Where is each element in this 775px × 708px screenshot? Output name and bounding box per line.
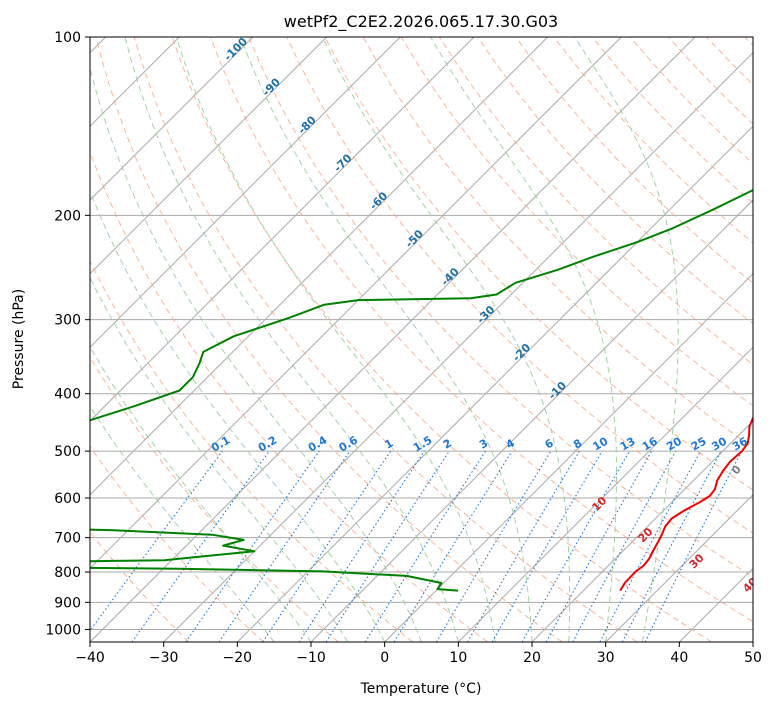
y-axis-title: Pressure (hPa) <box>11 289 27 389</box>
dry-adiabat-line <box>95 37 563 642</box>
x-tick-label: 10 <box>449 650 467 666</box>
x-tick-label: −20 <box>223 650 253 666</box>
dry-adiabat-line <box>171 37 712 642</box>
isotherm-line <box>90 37 549 496</box>
moist-adiabat-line <box>90 189 386 642</box>
mixing-ratio-line <box>393 450 513 642</box>
x-tick-label: −30 <box>149 650 179 666</box>
y-tick-label: 1000 <box>45 622 81 638</box>
moist-adiabat-line <box>90 405 275 642</box>
isotherm-line <box>531 420 753 642</box>
dewpoint-line <box>90 188 753 592</box>
dry-adiabat-line <box>286 37 753 534</box>
x-axis: −40 −30 −20 −10 0 10 20 30 40 50 <box>75 642 762 666</box>
mixing-ratio-line <box>572 450 677 642</box>
mixing-ratio-line <box>262 450 392 642</box>
y-tick-label: 600 <box>54 491 81 507</box>
moist-adiabat-line <box>430 37 617 642</box>
x-tick-label: 40 <box>670 650 688 666</box>
isotherm-line <box>90 37 475 422</box>
y-tick-label: 900 <box>54 595 81 611</box>
x-tick-label: 20 <box>523 650 541 666</box>
isotherm-line <box>457 346 753 642</box>
mixing-ratio-line <box>298 450 425 642</box>
y-tick-label: 300 <box>54 313 81 329</box>
plot-frame <box>89 36 754 643</box>
mixing-ratio-line <box>131 450 270 642</box>
y-tick-label: 500 <box>54 444 81 460</box>
isotherm-line <box>236 125 753 642</box>
isotherm-line <box>163 51 753 642</box>
y-tick-label: 200 <box>54 208 81 224</box>
x-tick-label: 30 <box>597 650 615 666</box>
moist-adiabat-line <box>175 37 496 642</box>
isotherm-line <box>90 37 254 201</box>
dry-adiabat-line <box>324 37 753 491</box>
chart-title: wetPf2_C2E2.2026.065.17.30.G03 <box>284 12 558 32</box>
isotherm-line <box>90 37 622 570</box>
mixing-ratio-line <box>521 450 630 642</box>
moist-adiabat-line <box>90 65 422 642</box>
y-tick-label: 700 <box>54 531 81 547</box>
profile-series <box>90 188 753 592</box>
temperature-line <box>619 416 753 592</box>
dry-adiabat-line <box>90 445 264 642</box>
isotherm-line <box>90 37 328 275</box>
mixing-ratio-line <box>545 450 653 642</box>
moist-adiabat-line <box>90 345 312 642</box>
x-tick-label: −10 <box>296 650 326 666</box>
mixing-ratio-line <box>90 450 223 632</box>
isotherm-line <box>90 37 401 349</box>
mixing-ratio-line <box>644 450 743 642</box>
mixing-ratio-line <box>325 450 450 642</box>
isotherm-line <box>384 272 753 642</box>
dry-adiabat-line <box>515 37 753 284</box>
y-tick-label: 400 <box>54 387 81 403</box>
isotherm-line <box>605 493 753 642</box>
moist-adiabat-line <box>322 37 571 642</box>
mixing-ratio-line <box>218 450 351 642</box>
moist-adiabat-lines <box>90 37 679 642</box>
dry-adiabat-lines <box>90 37 753 642</box>
x-tick-label: 50 <box>744 650 762 666</box>
moist-adiabat-line <box>124 37 459 642</box>
moist-adiabat-line <box>90 276 349 642</box>
x-tick-label: −40 <box>75 650 105 666</box>
dry-adiabat-line <box>90 356 339 642</box>
dry-adiabat-line <box>90 259 414 642</box>
moist-adiabat-line <box>574 37 679 642</box>
mixing-ratio-lines <box>90 450 743 642</box>
x-axis-title: Temperature (°C) <box>360 681 482 697</box>
y-tick-label: 100 <box>54 30 81 46</box>
moist-adiabat-line <box>239 37 533 642</box>
x-tick-label: 0 <box>380 650 389 666</box>
mixing-ratio-line <box>185 450 320 642</box>
dry-adiabat-line <box>210 37 753 623</box>
plot-area: -100-90-80-70-60-50-40-30-20-100.1 0.2 0.4… <box>90 37 753 642</box>
dry-adiabat-line <box>133 37 638 642</box>
y-tick-label: 800 <box>54 565 81 581</box>
dry-adiabat-line <box>248 37 753 578</box>
y-axis: 100 200 300 400 500 600 700 800 900 1000 <box>45 30 90 638</box>
